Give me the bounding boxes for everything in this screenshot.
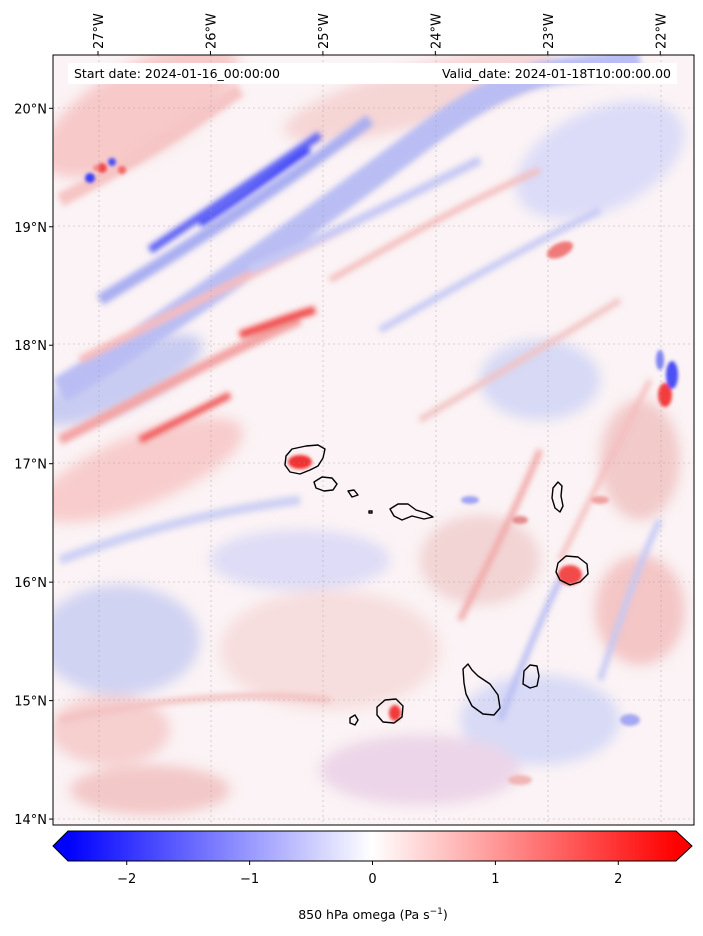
island-santa-luzia [347, 489, 359, 498]
colorbar-label-sup: −1 [430, 907, 443, 917]
lat-tick-label: 15°N [14, 695, 47, 710]
colorbar-extend-low [53, 831, 68, 861]
omega-field [53, 55, 694, 825]
streak-bands [53, 55, 663, 723]
island-sal [551, 481, 564, 513]
colorbar-label-end: ) [443, 907, 448, 922]
island-maio [522, 664, 540, 689]
lat-tick-label: 19°N [14, 221, 47, 236]
fine-detail [85, 158, 678, 785]
island-sao-nicolau-main [389, 503, 434, 521]
island-santo-antao [284, 444, 326, 475]
colorbar-label: 850 hPa omega (Pa s−1) [298, 907, 448, 922]
latitude-ticks: 14°N 15°N 16°N 17°N 18°N 19°N 20°N [14, 102, 53, 828]
start-date-label: Start date: 2024-01-16_00:00:00 [74, 66, 280, 81]
colorbar-tick-label: 1 [491, 872, 499, 887]
island-sao-vicente [313, 476, 338, 492]
lat-tick-label: 14°N [14, 813, 47, 828]
island-boa-vista [555, 555, 589, 586]
longitude-ticks: 27°W 26°W 25°W 24°W 23°W 22°W [92, 13, 669, 55]
colorbar-gradient [68, 831, 676, 861]
coastlines [284, 444, 589, 726]
colorbar-tick-label: 0 [368, 872, 376, 887]
broad-anomalies [53, 55, 685, 815]
island-sao-nicolau [368, 510, 373, 514]
colorbar-label-main: 850 hPa omega (Pa s [298, 907, 429, 922]
colorbar-tick-label: −2 [117, 872, 136, 887]
valid-date-label: Valid_date: 2024-01-18T10:00:00.00 [442, 66, 671, 81]
colorbar-tick-label: −1 [240, 872, 259, 887]
lon-tick-label: 25°W [317, 13, 332, 49]
lon-tick-label: 26°W [204, 13, 219, 49]
colorbar-outline [52, 830, 693, 862]
island-santiago [462, 663, 501, 716]
lat-tick-label: 20°N [14, 102, 47, 117]
plot-frame [52, 54, 695, 826]
lon-tick-label: 27°W [92, 13, 107, 49]
island-fogo [376, 698, 404, 724]
colorbar: −2 −1 0 1 2 850 hPa omega (Pa s−1) [52, 830, 693, 922]
lat-tick-label: 16°N [14, 576, 47, 591]
gridlines [53, 55, 694, 825]
lon-tick-label: 24°W [429, 13, 444, 49]
lon-tick-label: 23°W [542, 13, 557, 49]
colorbar-extend-high [676, 831, 692, 861]
colorbar-tick-label: 2 [614, 872, 622, 887]
lon-tick-label: 22°W [654, 13, 669, 49]
colorbar-ticks: −2 −1 0 1 2 [117, 861, 622, 887]
island-brava [349, 714, 359, 726]
lat-tick-label: 18°N [14, 339, 47, 354]
header-box [68, 63, 677, 84]
lat-tick-label: 17°N [14, 458, 47, 473]
